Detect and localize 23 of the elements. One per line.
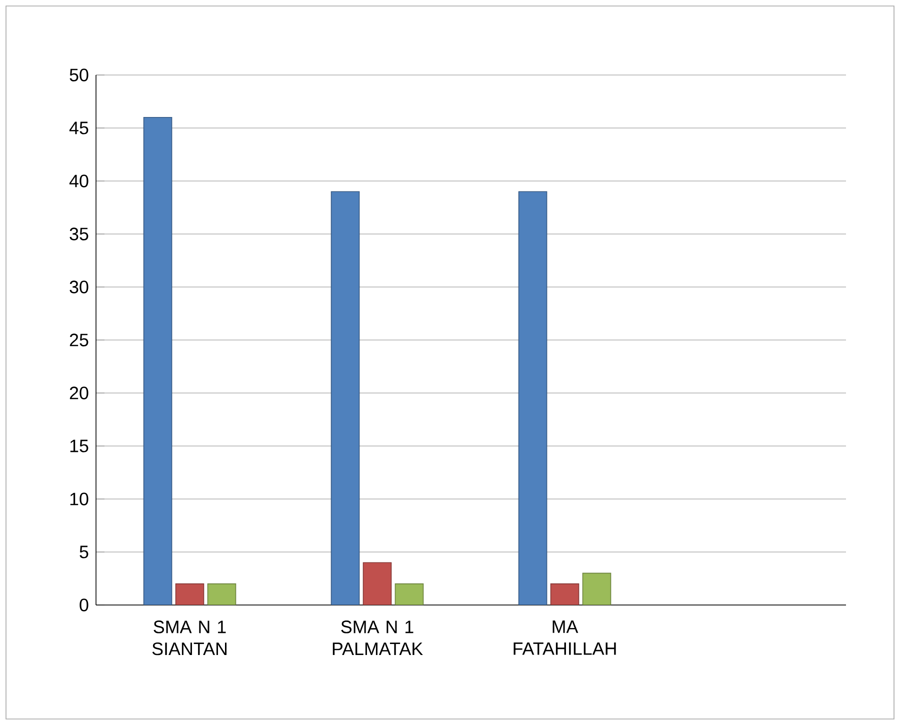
y-tick-label: 20 — [70, 386, 88, 400]
y-tick-label: 10 — [70, 492, 88, 506]
y-tick-label: 45 — [69, 122, 88, 134]
bar — [582, 572, 612, 605]
y-tick-label: 30 — [70, 280, 88, 294]
y-tick-label: 25 — [70, 334, 88, 346]
y-tick-label: 5 — [80, 546, 88, 558]
bar — [175, 583, 204, 605]
x-tick-label: MA FATAHILLAH — [514, 620, 616, 655]
bar — [143, 117, 172, 605]
y-tick-label: 35 — [70, 228, 88, 240]
bar — [207, 583, 236, 605]
y-tick-label: 0 — [80, 598, 88, 612]
y-tick-label: 15 — [70, 440, 88, 452]
x-tick-label: SMA N 1 SIANTAN — [152, 620, 226, 656]
bar — [518, 191, 548, 605]
y-tick-label: 40 — [69, 174, 88, 188]
bar — [362, 562, 392, 605]
bar — [394, 583, 424, 605]
x-tick-label: SMA N 1 PALMATAK — [332, 620, 423, 655]
bar — [550, 583, 580, 605]
y-tick-label: 50 — [70, 68, 88, 82]
bar — [330, 191, 360, 605]
